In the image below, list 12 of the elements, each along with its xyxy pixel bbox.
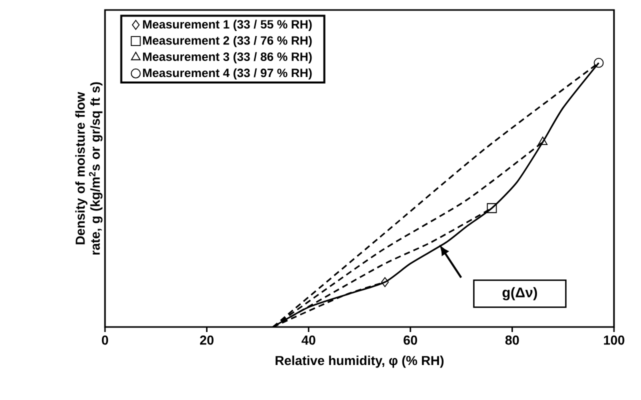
legend-label: Measurement 3 (33 / 86 % RH) [143, 52, 312, 64]
x-tick-label: 20 [200, 336, 214, 345]
x-tick-label: 0 [102, 336, 108, 345]
annotation: g(Δν) [502, 287, 538, 300]
legend-label: Measurement 2 (33 / 76 % RH) [143, 36, 312, 48]
x-tick-label: 60 [404, 336, 418, 345]
legend-label: Measurement 1 (33 / 55 % RH) [143, 20, 312, 31]
x-axis-title: Relative humidity, φ (% RH) [276, 356, 444, 368]
x-tick-label: 100 [604, 336, 624, 345]
x-tick-label: 40 [302, 336, 316, 345]
x-tick-label: 80 [505, 336, 519, 345]
legend-label: Measurement 4 (33 / 97 % RH) [143, 68, 312, 80]
